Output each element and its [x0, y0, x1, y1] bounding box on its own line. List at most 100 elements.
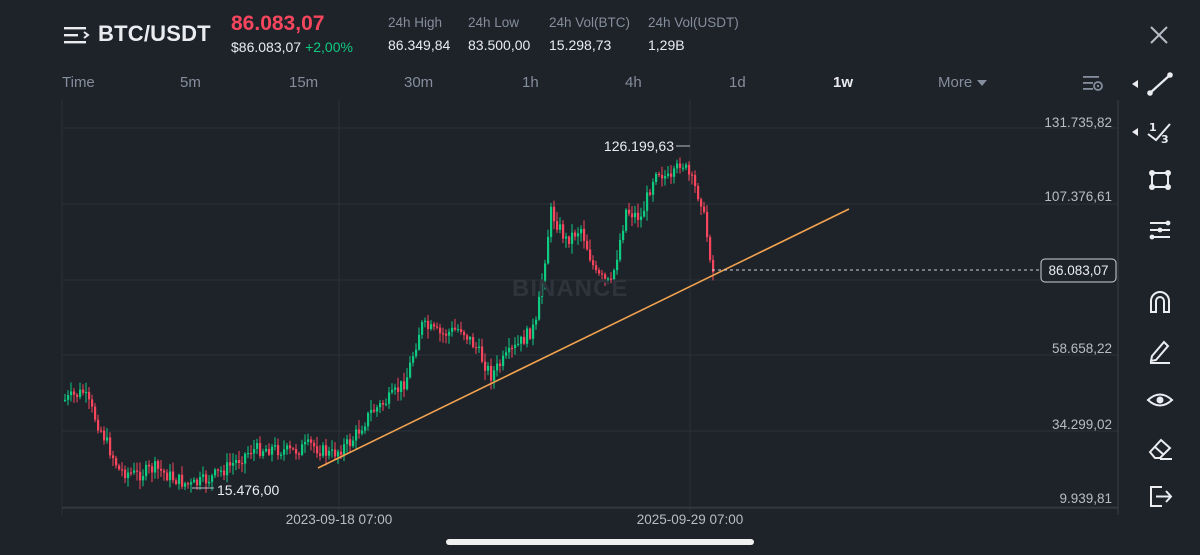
candle-body — [658, 173, 661, 176]
trendline[interactable] — [317, 208, 850, 469]
candle-body — [163, 470, 166, 473]
candle-body — [610, 278, 613, 280]
candle-body — [79, 389, 82, 397]
candle-body — [547, 236, 550, 264]
eraser-tool[interactable] — [1144, 432, 1176, 464]
y-axis-label: 107.376,61 — [1044, 189, 1112, 204]
candle-body — [385, 403, 388, 405]
candle-body — [586, 240, 589, 250]
candle-body — [589, 249, 592, 261]
candle-body — [580, 228, 583, 234]
tab-time[interactable]: Time — [62, 74, 95, 91]
candle-body — [496, 363, 499, 371]
tab-30m[interactable]: 30m — [404, 74, 434, 91]
candle-body — [505, 352, 508, 356]
chart-settings-icon[interactable] — [1082, 72, 1104, 94]
candle-body — [337, 451, 340, 457]
candle-body — [595, 265, 598, 271]
current-price-tag — [1040, 258, 1117, 283]
candle-body — [340, 451, 343, 455]
candle-body — [187, 483, 190, 485]
candle-body — [424, 320, 427, 322]
candle-body — [556, 221, 559, 230]
candle-body — [322, 445, 325, 456]
chart-canvas[interactable]: 131.735,82 107.376,61 58.658,22 34.299,02 9.… — [0, 100, 1120, 540]
candle-body — [217, 469, 220, 471]
candle-body — [502, 355, 505, 367]
candle-body — [307, 439, 310, 442]
candle-body — [514, 344, 517, 349]
candle-body — [706, 211, 709, 238]
candle-body — [628, 209, 631, 214]
candle-body — [193, 479, 196, 483]
watermark: BINANCE — [512, 275, 629, 302]
tab-more[interactable]: More — [938, 74, 988, 91]
export-tool[interactable] — [1144, 480, 1176, 512]
candle-body — [319, 453, 322, 456]
candle-body — [124, 469, 127, 479]
candle-body — [130, 472, 133, 474]
tab-15m[interactable]: 15m — [289, 74, 319, 91]
candle-body — [232, 462, 235, 466]
candle-body — [619, 240, 622, 260]
candle-body — [634, 212, 637, 218]
candle-body — [535, 319, 538, 325]
tab-1d[interactable]: 1d — [729, 74, 746, 91]
candle-body — [175, 480, 178, 484]
trendline-tool[interactable] — [1132, 68, 1176, 100]
candle-body — [277, 445, 280, 456]
candle-body — [601, 273, 604, 275]
candle-body — [76, 394, 79, 397]
candle-body — [265, 448, 268, 452]
candle-body — [508, 347, 511, 353]
candle-body — [667, 173, 670, 176]
stat-label: 24h Low — [468, 15, 520, 30]
menu-icon[interactable] — [64, 24, 90, 46]
candlestick-chart[interactable]: 131.735,82 107.376,61 58.658,22 34.299,02 9.… — [0, 100, 1120, 540]
pair-name[interactable]: BTC/USDT — [98, 21, 211, 46]
candle-body — [214, 469, 217, 476]
tab-5m[interactable]: 5m — [180, 74, 201, 91]
pen-tool[interactable] — [1144, 334, 1176, 366]
candle-body — [613, 270, 616, 280]
candle-body — [295, 448, 298, 454]
visibility-tool[interactable] — [1144, 384, 1176, 416]
candle-body — [331, 449, 334, 451]
candle-body — [358, 429, 361, 434]
candle-body — [97, 419, 100, 431]
close-icon[interactable] — [1148, 24, 1170, 46]
candle-body — [127, 472, 130, 479]
stat-24h-high: 24h High 86.349,84 — [388, 15, 450, 53]
candle-body — [583, 228, 586, 241]
candle-body — [64, 399, 67, 402]
tab-1w[interactable]: 1w — [833, 74, 854, 91]
candle-body — [700, 199, 703, 207]
candle-body — [565, 236, 568, 239]
candle-body — [448, 331, 451, 336]
candle-body — [115, 458, 118, 466]
candle-body — [274, 445, 277, 447]
candle-body — [640, 216, 643, 220]
candle-body — [499, 363, 502, 367]
fibonacci-tool[interactable]: 1 3 — [1132, 116, 1176, 148]
current-price-label: 86.083,07 — [1048, 263, 1108, 278]
magnet-tool[interactable] — [1144, 286, 1176, 318]
tab-1h[interactable]: 1h — [522, 74, 539, 91]
indicators-tool[interactable] — [1144, 214, 1176, 246]
candle-body — [154, 461, 157, 473]
last-price: 86.083,07 — [231, 12, 325, 35]
candle-body — [538, 296, 541, 320]
candle-body — [286, 445, 289, 450]
tab-4h[interactable]: 4h — [625, 74, 642, 91]
candle-body — [184, 483, 187, 487]
candle-body — [415, 349, 418, 357]
candle-body — [475, 347, 478, 349]
candle-body — [241, 463, 244, 465]
candle-body — [247, 453, 250, 455]
candle-body — [493, 370, 496, 381]
rectangle-tool[interactable] — [1144, 164, 1176, 196]
high-price-label: 126.199,63 — [604, 138, 674, 154]
candle-body — [412, 356, 415, 363]
candle-body — [103, 430, 106, 441]
x-axis-label: 2023-09-18 07:00 — [286, 512, 393, 527]
